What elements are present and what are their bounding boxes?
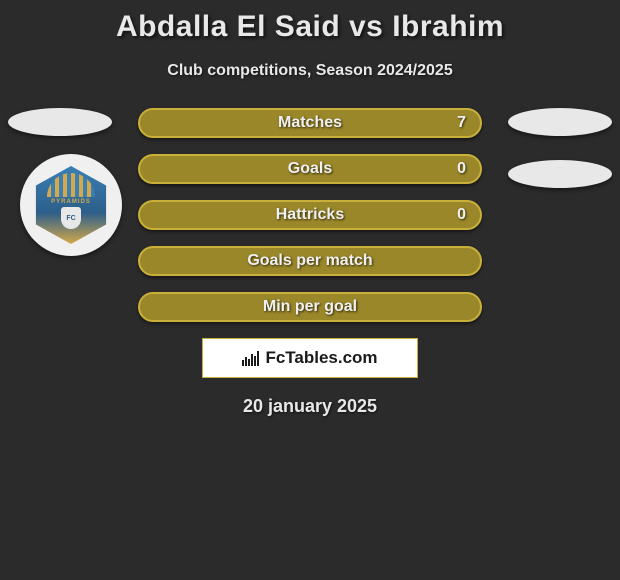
stat-value: 7 (457, 114, 466, 132)
stat-value: 0 (457, 160, 466, 178)
player-left-placeholder (8, 108, 112, 136)
club-badge-name: PYRAMIDS (51, 199, 91, 205)
brand-chart-icon (242, 351, 259, 366)
stat-bar-goals-per-match: Goals per match (138, 246, 482, 276)
stat-bars: Matches 7 Goals 0 Hattricks 0 Goals per … (138, 108, 482, 322)
page-title: Abdalla El Said vs Ibrahim (0, 0, 620, 44)
stat-label: Hattricks (140, 206, 480, 224)
brand-text: FcTables.com (265, 348, 377, 368)
brand-box: FcTables.com (202, 338, 418, 378)
stat-label: Goals per match (140, 252, 480, 270)
stat-bar-hattricks: Hattricks 0 (138, 200, 482, 230)
player-right-placeholder-1 (508, 108, 612, 136)
club-badge-inner: PYRAMIDS FC (32, 166, 110, 244)
stat-label: Min per goal (140, 298, 480, 316)
date-text: 20 january 2025 (0, 396, 620, 417)
stat-label: Matches (140, 114, 480, 132)
club-badge-shield: FC (61, 207, 81, 229)
subtitle: Club competitions, Season 2024/2025 (0, 62, 620, 80)
stat-bar-goals: Goals 0 (138, 154, 482, 184)
club-badge-crown (47, 173, 95, 197)
club-badge: PYRAMIDS FC (20, 154, 122, 256)
stat-label: Goals (140, 160, 480, 178)
stat-bar-min-per-goal: Min per goal (138, 292, 482, 322)
player-right-placeholder-2 (508, 160, 612, 188)
comparison-content: PYRAMIDS FC Matches 7 Goals 0 Hattricks … (0, 108, 620, 417)
stat-bar-matches: Matches 7 (138, 108, 482, 138)
stat-value: 0 (457, 206, 466, 224)
